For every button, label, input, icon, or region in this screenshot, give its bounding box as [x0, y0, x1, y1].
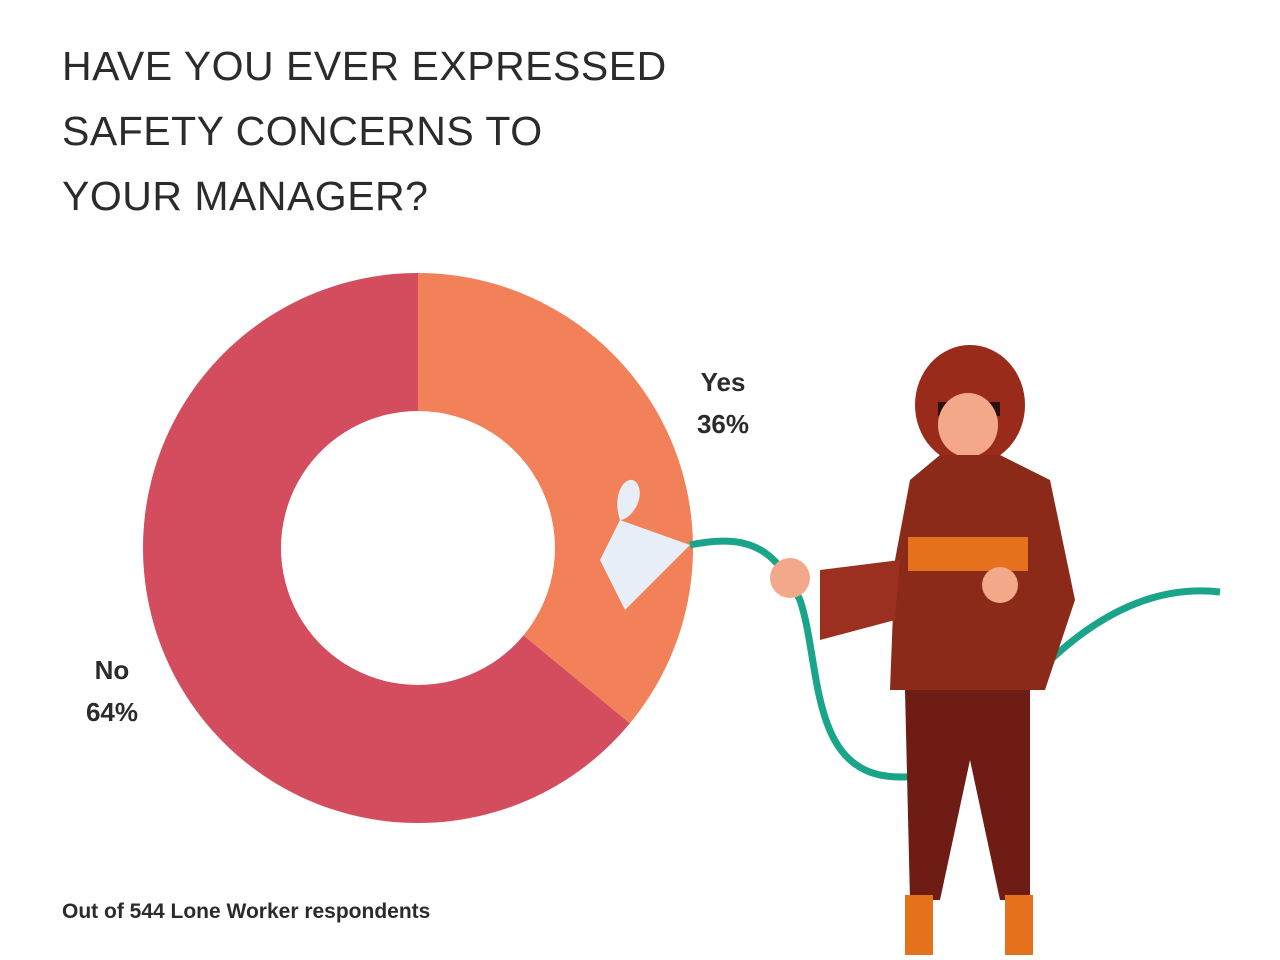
- donut-segment: [418, 273, 693, 724]
- firefighter-illustration: [600, 345, 1221, 955]
- category-label: Yes: [701, 367, 746, 397]
- category-label: No: [95, 655, 130, 685]
- value-label: 64%: [86, 697, 138, 727]
- value-label: 36%: [697, 409, 749, 439]
- donut-segment: [142, 273, 630, 823]
- footnote: Out of 544 Lone Worker respondents: [62, 900, 431, 923]
- chart-title: HAVE YOU EVER EXPRESSED SAFETY CONCERNS …: [62, 43, 667, 219]
